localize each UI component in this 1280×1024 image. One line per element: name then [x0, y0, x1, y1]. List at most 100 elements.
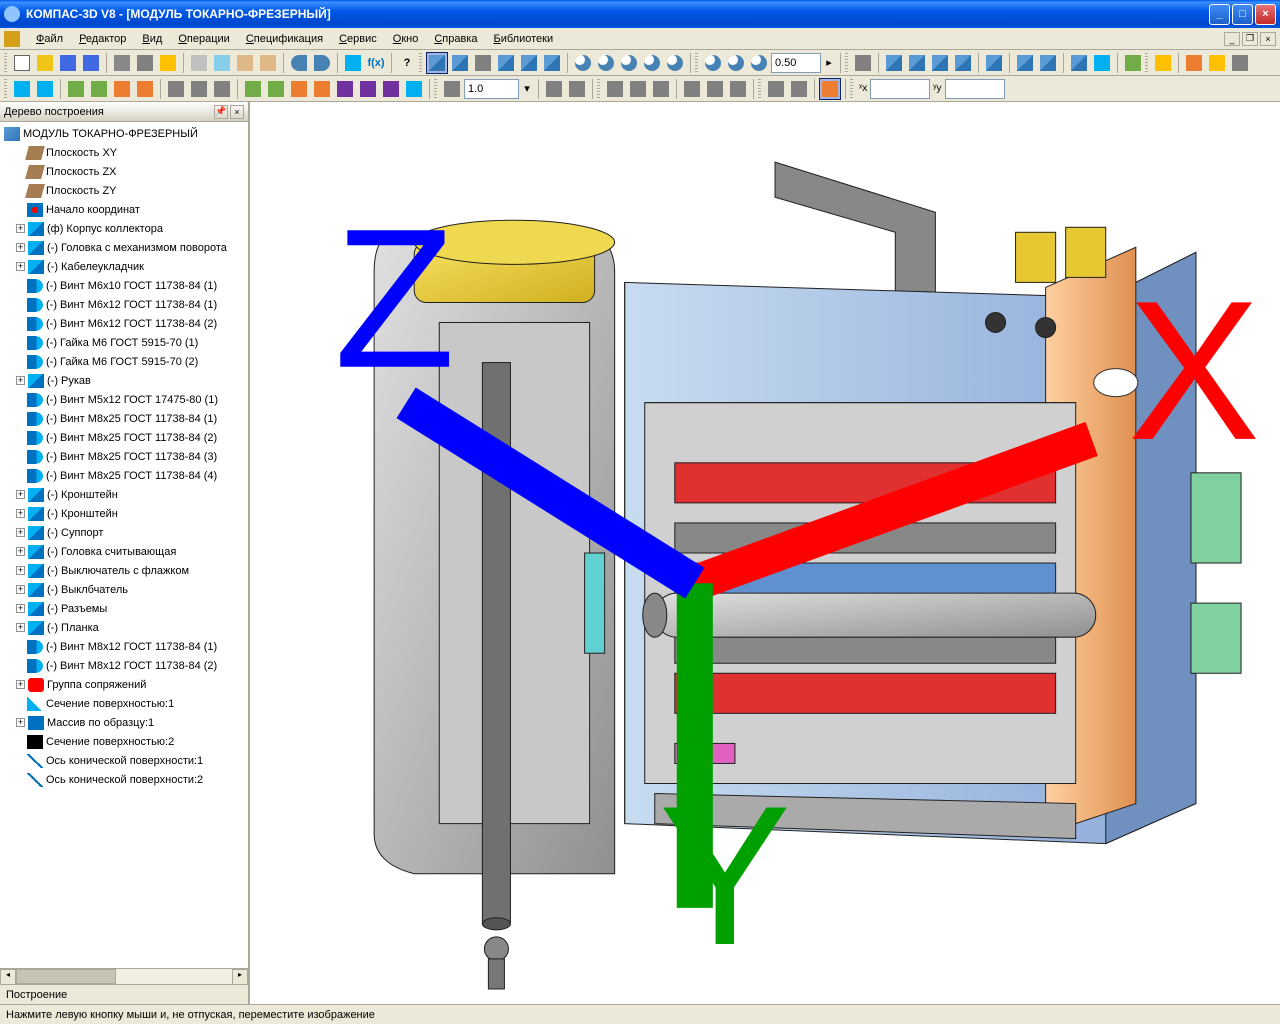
tree-item[interactable]: +(-) Выклбчатель: [0, 580, 248, 599]
paste-button[interactable]: [234, 52, 256, 74]
menu-window[interactable]: Окно: [385, 31, 427, 47]
menu-edit[interactable]: Редактор: [71, 31, 134, 47]
saveall-button[interactable]: [80, 52, 102, 74]
layer2-button[interactable]: [566, 78, 588, 100]
copyprops-button[interactable]: [257, 52, 279, 74]
c3-button[interactable]: [819, 78, 841, 100]
tree-item[interactable]: +(-) Суппорт: [0, 523, 248, 542]
section1-button[interactable]: [1014, 52, 1036, 74]
cut-button[interactable]: [188, 52, 210, 74]
dim2-button[interactable]: [627, 78, 649, 100]
tree-item[interactable]: (-) Гайка М6 ГОСТ 5915-70 (2): [0, 352, 248, 371]
zoom-incr[interactable]: ▸: [822, 52, 836, 74]
snap1-button[interactable]: [165, 78, 187, 100]
expand-icon[interactable]: +: [16, 680, 25, 689]
lasso-button[interactable]: [65, 78, 87, 100]
menu-operations[interactable]: Операции: [170, 31, 237, 47]
wire-button[interactable]: [883, 52, 905, 74]
tree-hscroll[interactable]: ◂ ▸: [0, 968, 248, 984]
expand-icon[interactable]: +: [16, 509, 25, 518]
zoomin-button[interactable]: [572, 52, 594, 74]
filter2-button[interactable]: [134, 78, 156, 100]
section2-button[interactable]: [1037, 52, 1059, 74]
expand-icon[interactable]: +: [16, 604, 25, 613]
rebuild-button[interactable]: [1068, 52, 1090, 74]
tree-item[interactable]: (-) Винт М8х25 ГОСТ 11738-84 (1): [0, 409, 248, 428]
scale-dd[interactable]: ▾: [520, 78, 534, 100]
expand-icon[interactable]: +: [16, 262, 25, 271]
op8-button[interactable]: [403, 78, 425, 100]
scale-input[interactable]: [464, 79, 519, 99]
tree-item[interactable]: Начало координат: [0, 200, 248, 219]
op1-button[interactable]: [242, 78, 264, 100]
tree-item[interactable]: +(-) Головка считывающая: [0, 542, 248, 561]
copy-button[interactable]: [211, 52, 233, 74]
tree-item[interactable]: Сечение поверхностью:1: [0, 694, 248, 713]
grid-button[interactable]: [441, 78, 463, 100]
mdi-restore[interactable]: ❐: [1242, 32, 1258, 46]
redo-button[interactable]: [311, 52, 333, 74]
open-button[interactable]: [34, 52, 56, 74]
op2-button[interactable]: [265, 78, 287, 100]
minimize-button[interactable]: _: [1209, 4, 1230, 25]
zoomfit-button[interactable]: [641, 52, 663, 74]
expand-icon[interactable]: +: [16, 243, 25, 252]
coord-y-input[interactable]: [945, 79, 1005, 99]
zoomwin-button[interactable]: [618, 52, 640, 74]
menu-file[interactable]: Файл: [28, 31, 71, 47]
menu-help[interactable]: Справка: [426, 31, 485, 47]
new-button[interactable]: [11, 52, 33, 74]
close-button[interactable]: ×: [1255, 4, 1276, 25]
lib4-button[interactable]: [1229, 52, 1251, 74]
redraw-button[interactable]: [1122, 52, 1144, 74]
zoom1-button[interactable]: [702, 52, 724, 74]
expand-icon[interactable]: +: [16, 528, 25, 537]
menu-view[interactable]: Вид: [134, 31, 170, 47]
preview-button[interactable]: [134, 52, 156, 74]
op4-button[interactable]: [311, 78, 333, 100]
c2-button[interactable]: [788, 78, 810, 100]
tree-item[interactable]: +(-) Разъемы: [0, 599, 248, 618]
sel1-button[interactable]: [11, 78, 33, 100]
view1-button[interactable]: [518, 52, 540, 74]
props-button[interactable]: [157, 52, 179, 74]
tree-root[interactable]: МОДУЛЬ ТОКАРНО-ФРЕЗЕРНЫЙ: [0, 124, 248, 143]
orbit-button[interactable]: [426, 52, 448, 74]
c1-button[interactable]: [765, 78, 787, 100]
vars-button[interactable]: [342, 52, 364, 74]
tree-item[interactable]: Плоскость ZX: [0, 162, 248, 181]
undo-button[interactable]: [288, 52, 310, 74]
expand-icon[interactable]: +: [16, 623, 25, 632]
tree-item[interactable]: +(-) Головка с механизмом поворота: [0, 238, 248, 257]
tree-item[interactable]: (-) Винт М6х12 ГОСТ 11738-84 (1): [0, 295, 248, 314]
tree-item[interactable]: (-) Гайка М6 ГОСТ 5915-70 (1): [0, 333, 248, 352]
tree-item[interactable]: +Группа сопряжений: [0, 675, 248, 694]
op5-button[interactable]: [334, 78, 356, 100]
axo-button[interactable]: [852, 52, 874, 74]
expand-icon[interactable]: +: [16, 490, 25, 499]
mdi-close[interactable]: ×: [1260, 32, 1276, 46]
tree-item[interactable]: +(-) Планка: [0, 618, 248, 637]
tree-item[interactable]: (-) Винт М8х12 ГОСТ 11738-84 (2): [0, 656, 248, 675]
pan-button[interactable]: [449, 52, 471, 74]
fx-button[interactable]: f(x): [365, 52, 387, 74]
tree-item[interactable]: (-) Винт М8х12 ГОСТ 11738-84 (1): [0, 637, 248, 656]
sel2-button[interactable]: [34, 78, 56, 100]
tree-item[interactable]: +(-) Выключатель с флажком: [0, 561, 248, 580]
layer1-button[interactable]: [543, 78, 565, 100]
tree-item[interactable]: +(-) Кабелеукладчик: [0, 257, 248, 276]
zoomprev-button[interactable]: [664, 52, 686, 74]
print-button[interactable]: [111, 52, 133, 74]
op3-button[interactable]: [288, 78, 310, 100]
close-panel-icon[interactable]: ×: [230, 105, 244, 119]
view2-button[interactable]: [541, 52, 563, 74]
snap2-button[interactable]: [188, 78, 210, 100]
tree-item[interactable]: +(-) Кронштейн: [0, 504, 248, 523]
tree-item[interactable]: +(-) Кронштейн: [0, 485, 248, 504]
lib2-button[interactable]: [1183, 52, 1205, 74]
dim5-button[interactable]: [704, 78, 726, 100]
mdi-minimize[interactable]: _: [1224, 32, 1240, 46]
snap3-button[interactable]: [211, 78, 233, 100]
filter1-button[interactable]: [111, 78, 133, 100]
rect-button[interactable]: [88, 78, 110, 100]
